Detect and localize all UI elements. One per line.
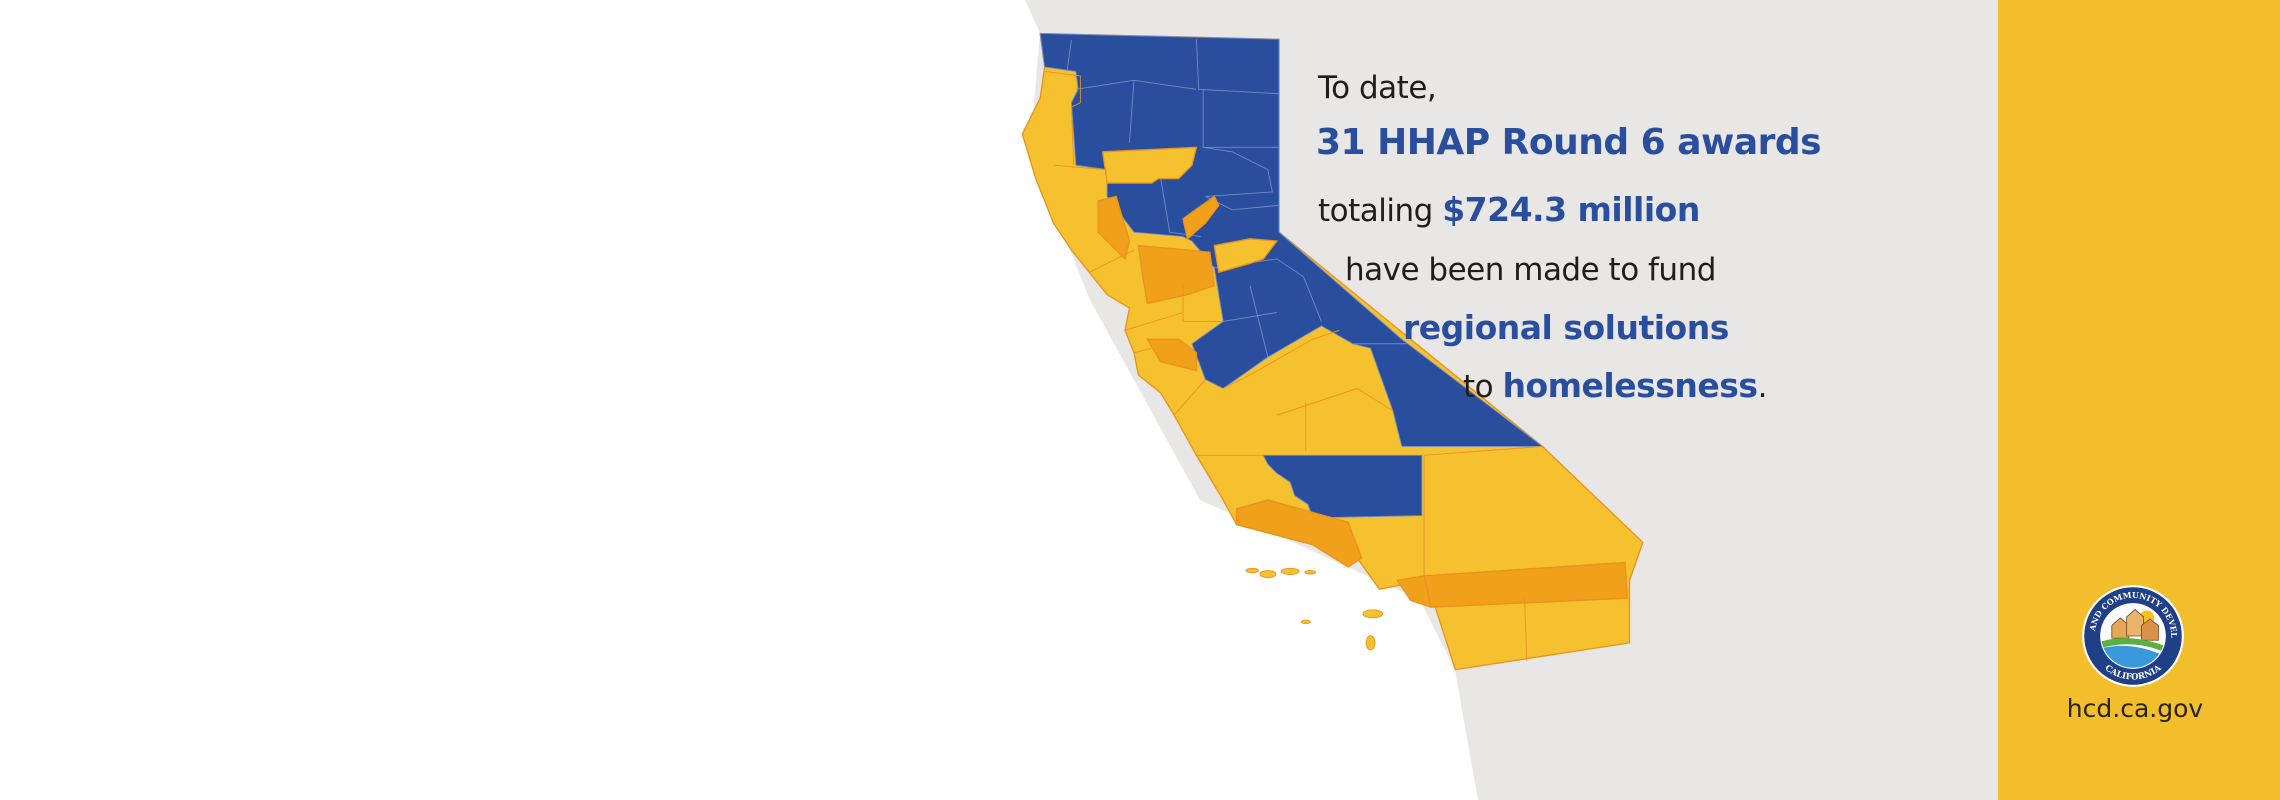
orange-counties <box>1097 195 1628 609</box>
intro-text: To date, <box>1318 70 1437 106</box>
homelessness-line: to homelessness. <box>1463 366 1767 405</box>
california-county-map <box>1021 32 1644 671</box>
regional-solutions-text: regional solutions <box>1403 308 1729 347</box>
yellow-county-borders <box>1044 70 1543 661</box>
period: . <box>1757 369 1768 405</box>
yellow-county-alpine <box>1213 238 1279 274</box>
awards-count-headline: 31 HHAP Round 6 awards <box>1316 122 1822 163</box>
blue-counties-north-east <box>1039 33 1544 447</box>
total-amount: $724.3 million <box>1442 190 1700 229</box>
to-prefix: to <box>1463 369 1503 405</box>
total-amount-line: totaling $724.3 million <box>1318 190 1700 229</box>
blue-county-borders <box>1066 39 1407 358</box>
orange-county-nevada <box>1182 195 1220 241</box>
yellow-county-trinity <box>1101 146 1198 184</box>
total-prefix: totaling <box>1318 193 1443 229</box>
hcd-seal-logo: HOUSING AND COMMUNITY DEVELOPMENT CALIFO… <box>2080 583 2184 687</box>
homelessness-emphasis: homelessness <box>1502 366 1758 405</box>
blue-county-kern <box>1262 454 1423 519</box>
channel-islands <box>1245 567 1384 651</box>
website-link[interactable]: hcd.ca.gov <box>2066 694 2204 723</box>
fund-text: have been made to fund <box>1345 252 1716 288</box>
